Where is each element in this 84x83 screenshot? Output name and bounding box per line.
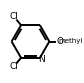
Text: Cl: Cl — [9, 62, 18, 71]
Text: O: O — [56, 37, 63, 46]
Text: Cl: Cl — [9, 12, 18, 21]
Text: methyl: methyl — [59, 38, 83, 44]
Text: N: N — [38, 55, 45, 64]
